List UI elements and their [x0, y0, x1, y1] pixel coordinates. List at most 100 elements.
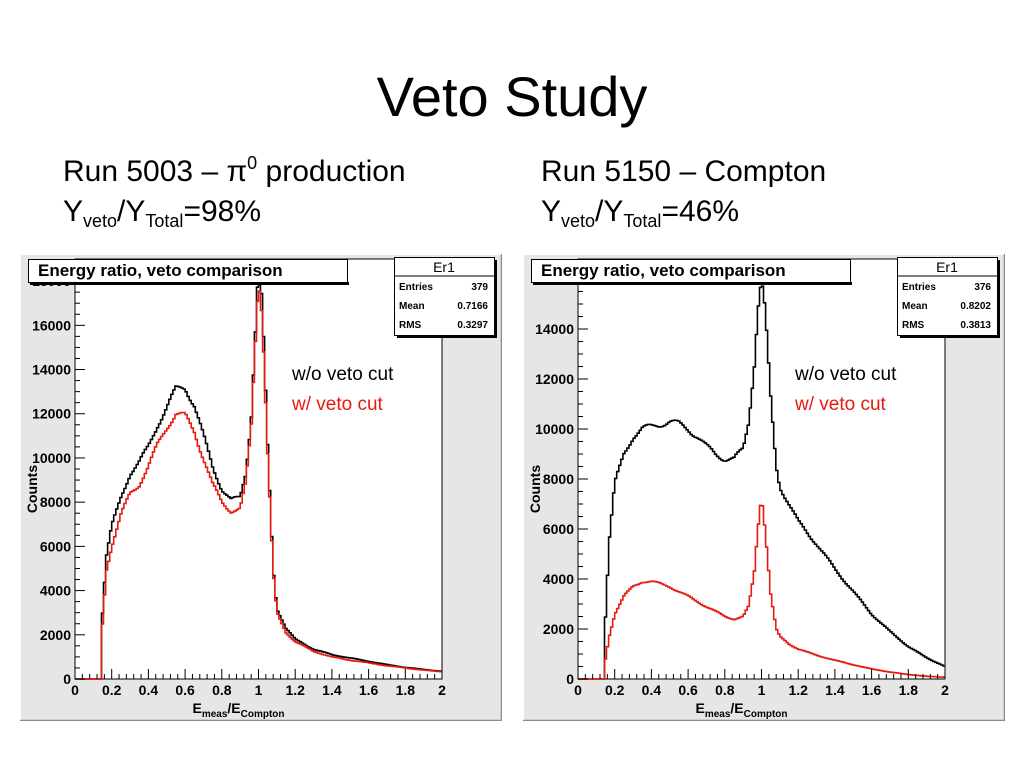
x-axis-label-subscript: Compton — [241, 709, 285, 720]
x-tick-label: 0.2 — [102, 682, 122, 698]
x-tick-label: 0.8 — [715, 682, 735, 698]
x-tick-label: 2 — [438, 682, 446, 698]
legend-with-veto: w/ veto cut — [291, 394, 384, 415]
left-subheading: Run 5003 – π0 production Yveto/YTotal=98… — [63, 152, 406, 232]
x-axis-label-part: /E — [730, 700, 743, 716]
x-tick-label: 0 — [71, 682, 79, 698]
stats-label: Mean — [902, 301, 928, 312]
series-line-with-veto — [75, 290, 442, 680]
x-tick-label: 0.6 — [678, 682, 698, 698]
x-axis-label-subscript: Compton — [744, 709, 788, 720]
ratio-sub-total: Total — [145, 211, 184, 231]
y-tick-label: 14000 — [32, 362, 71, 378]
y-axis-label: Counts — [527, 465, 543, 513]
right-subheading: Run 5150 – Compton Yveto/YTotal=46% — [541, 152, 826, 232]
y-tick-label: 6000 — [543, 521, 574, 537]
ratio-slash-y: /Y — [117, 195, 146, 228]
x-tick-label: 1.6 — [862, 682, 882, 698]
legend-no-veto: w/o veto cut — [291, 364, 394, 385]
stats-label: Entries — [399, 282, 433, 293]
y-tick-label: 10000 — [32, 450, 71, 466]
x-tick-label: 1.8 — [396, 682, 416, 698]
hist-title: Energy ratio, veto comparison — [38, 261, 283, 280]
legend-no-veto: w/o veto cut — [794, 364, 897, 385]
x-tick-label: 0 — [574, 682, 582, 698]
x-tick-label: 1.4 — [322, 682, 342, 698]
stats-name: Er1 — [936, 259, 958, 275]
stats-box — [897, 257, 998, 336]
y-tick-label: 0 — [63, 671, 71, 687]
left-run-prefix: Run 5003 – π — [63, 155, 248, 188]
x-tick-label: 2 — [941, 682, 949, 698]
stats-label: RMS — [399, 320, 422, 331]
hist-title: Energy ratio, veto comparison — [541, 261, 786, 280]
x-tick-label: 1.4 — [825, 682, 845, 698]
series-line-with-veto — [578, 504, 945, 680]
ratio-sub-veto: veto — [561, 211, 596, 231]
series-line-no-veto — [578, 285, 945, 680]
ratio-y: Y — [541, 195, 562, 228]
x-tick-label: 0.6 — [175, 682, 195, 698]
y-axis-label: Counts — [24, 465, 40, 513]
y-tick-label: 2000 — [40, 627, 71, 643]
x-tick-label: 0.4 — [642, 682, 662, 698]
hist-title-shadow — [30, 282, 349, 285]
x-tick-label: 1 — [758, 682, 766, 698]
y-tick-label: 8000 — [40, 494, 71, 510]
legend-with-veto: w/ veto cut — [794, 394, 887, 415]
right-ratio-line: Yveto/YTotal=46% — [541, 192, 826, 232]
stats-value: 0.7166 — [457, 301, 488, 312]
x-axis-label: Emeas/ECompton — [695, 700, 787, 720]
histogram-panel-left: 0 0.2 0.4 0.6 0.8 1 1.2 1.4 1.6 1.8 2 0 2000 4000 6000… — [20, 254, 502, 721]
x-tick-label: 0.8 — [212, 682, 232, 698]
x-tick-label: 1.2 — [788, 682, 808, 698]
stats-value: 0.3813 — [960, 320, 991, 331]
y-tick-label: 8000 — [543, 471, 574, 487]
left-run-line: Run 5003 – π0 production — [63, 152, 406, 192]
histogram-svg-right: 0 0.2 0.4 0.6 0.8 1 1.2 1.4 1.6 1.8 2 0 2000 4000 6000… — [523, 254, 1005, 721]
x-tick-label: 0.2 — [605, 682, 625, 698]
y-tick-label: 12000 — [32, 406, 71, 422]
x-axis-label-part: E — [192, 700, 201, 716]
ratio-slash-y: /Y — [595, 195, 624, 228]
x-tick-label: 1.8 — [899, 682, 919, 698]
y-tick-label: 4000 — [543, 571, 574, 587]
x-tick-label: 1.6 — [359, 682, 379, 698]
y-tick-label: 12000 — [535, 371, 574, 387]
plot-frame — [74, 258, 443, 680]
x-tick-label: 0.4 — [139, 682, 159, 698]
y-tick-label: 14000 — [535, 321, 574, 337]
x-tick-label: 1.2 — [285, 682, 305, 698]
stats-value: 379 — [471, 282, 488, 293]
stats-name: Er1 — [433, 259, 455, 275]
y-tick-label: 6000 — [40, 538, 71, 554]
left-run-suffix: production — [257, 155, 406, 188]
slide-title: Veto Study — [376, 65, 648, 128]
histogram-panel-right: 0 0.2 0.4 0.6 0.8 1 1.2 1.4 1.6 1.8 2 0 2000 4000 6000… — [523, 254, 1005, 721]
y-tick-label: 0 — [566, 671, 574, 687]
histogram-svg-left: 0 0.2 0.4 0.6 0.8 1 1.2 1.4 1.6 1.8 2 0 2000 4000 6000… — [20, 254, 502, 721]
y-tick-label: 16000 — [32, 317, 71, 333]
y-tick-label: 2000 — [543, 621, 574, 637]
ratio-sub-total: Total — [623, 211, 662, 231]
plot-frame — [577, 258, 946, 680]
y-tick-label: 10000 — [535, 421, 574, 437]
stats-value: 376 — [974, 282, 991, 293]
stats-box — [394, 257, 495, 336]
y-tick-label: 4000 — [40, 583, 71, 599]
stats-value: 0.3297 — [457, 320, 488, 331]
ratio-sub-veto: veto — [83, 211, 118, 231]
stats-label: RMS — [902, 320, 925, 331]
x-axis-label-subscript: meas — [705, 709, 731, 720]
ratio-y: Y — [63, 195, 84, 228]
ratio-value: =98% — [183, 195, 262, 228]
x-tick-label: 1 — [255, 682, 263, 698]
x-axis-label-subscript: meas — [202, 709, 228, 720]
stats-label: Entries — [902, 282, 936, 293]
x-axis-label-part: E — [695, 700, 704, 716]
x-axis-label: Emeas/ECompton — [192, 700, 284, 720]
ratio-value: =46% — [661, 195, 740, 228]
x-axis-label-part: /E — [227, 700, 240, 716]
stats-label: Mean — [399, 301, 425, 312]
pi-zero-superscript: 0 — [247, 153, 258, 173]
